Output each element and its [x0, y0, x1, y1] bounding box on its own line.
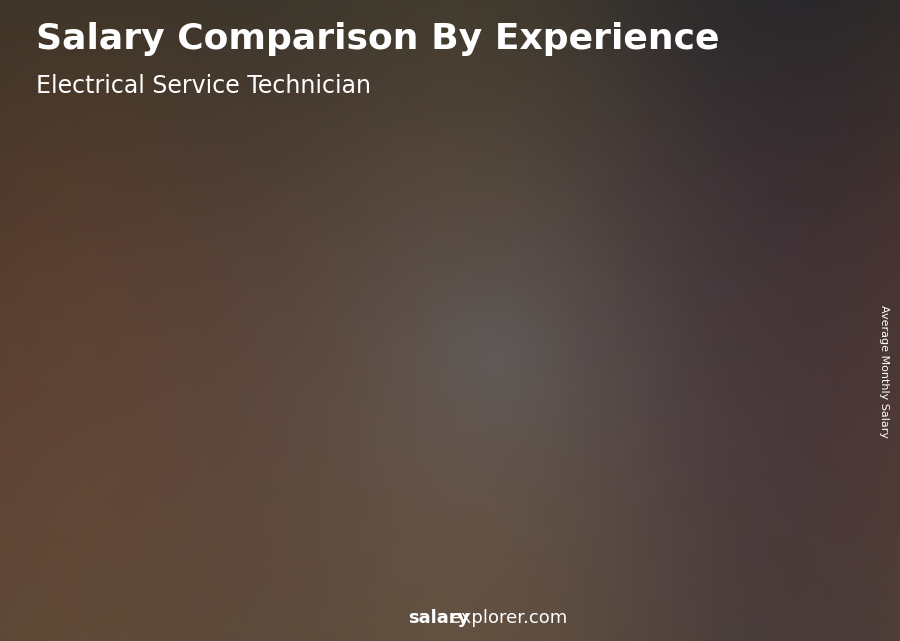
Text: +nan%: +nan%: [232, 379, 309, 399]
Polygon shape: [565, 356, 642, 364]
Polygon shape: [136, 511, 149, 558]
Polygon shape: [259, 472, 272, 558]
Polygon shape: [752, 317, 765, 558]
Polygon shape: [382, 433, 395, 558]
Text: 0 CDF: 0 CDF: [87, 490, 133, 505]
Polygon shape: [688, 326, 752, 558]
Text: explorer.com: explorer.com: [450, 609, 567, 627]
Text: +nan%: +nan%: [479, 293, 555, 312]
Text: 0 CDF: 0 CDF: [457, 374, 503, 389]
Text: +nan%: +nan%: [356, 336, 432, 355]
Polygon shape: [195, 472, 272, 480]
Text: 0 CDF: 0 CDF: [580, 335, 626, 350]
Polygon shape: [319, 442, 382, 558]
Text: 0 CDF: 0 CDF: [334, 413, 380, 428]
Polygon shape: [629, 356, 642, 558]
Polygon shape: [688, 317, 765, 326]
Polygon shape: [442, 403, 506, 558]
Polygon shape: [734, 19, 800, 106]
Polygon shape: [72, 519, 136, 558]
Text: Electrical Service Technician: Electrical Service Technician: [36, 74, 371, 97]
Polygon shape: [319, 433, 395, 442]
Text: 0 CDF: 0 CDF: [704, 296, 750, 312]
Polygon shape: [740, 27, 768, 47]
Polygon shape: [442, 395, 518, 403]
Polygon shape: [752, 19, 818, 106]
Polygon shape: [506, 395, 518, 558]
Text: salary: salary: [408, 609, 469, 627]
Polygon shape: [565, 364, 629, 558]
Text: 0 CDF: 0 CDF: [211, 451, 256, 466]
Polygon shape: [195, 480, 259, 558]
Text: +nan%: +nan%: [109, 423, 185, 442]
Text: +nan%: +nan%: [602, 249, 679, 269]
Polygon shape: [734, 19, 818, 106]
Text: Average Monthly Salary: Average Monthly Salary: [878, 305, 889, 438]
Polygon shape: [72, 511, 148, 519]
Text: Salary Comparison By Experience: Salary Comparison By Experience: [36, 22, 719, 56]
